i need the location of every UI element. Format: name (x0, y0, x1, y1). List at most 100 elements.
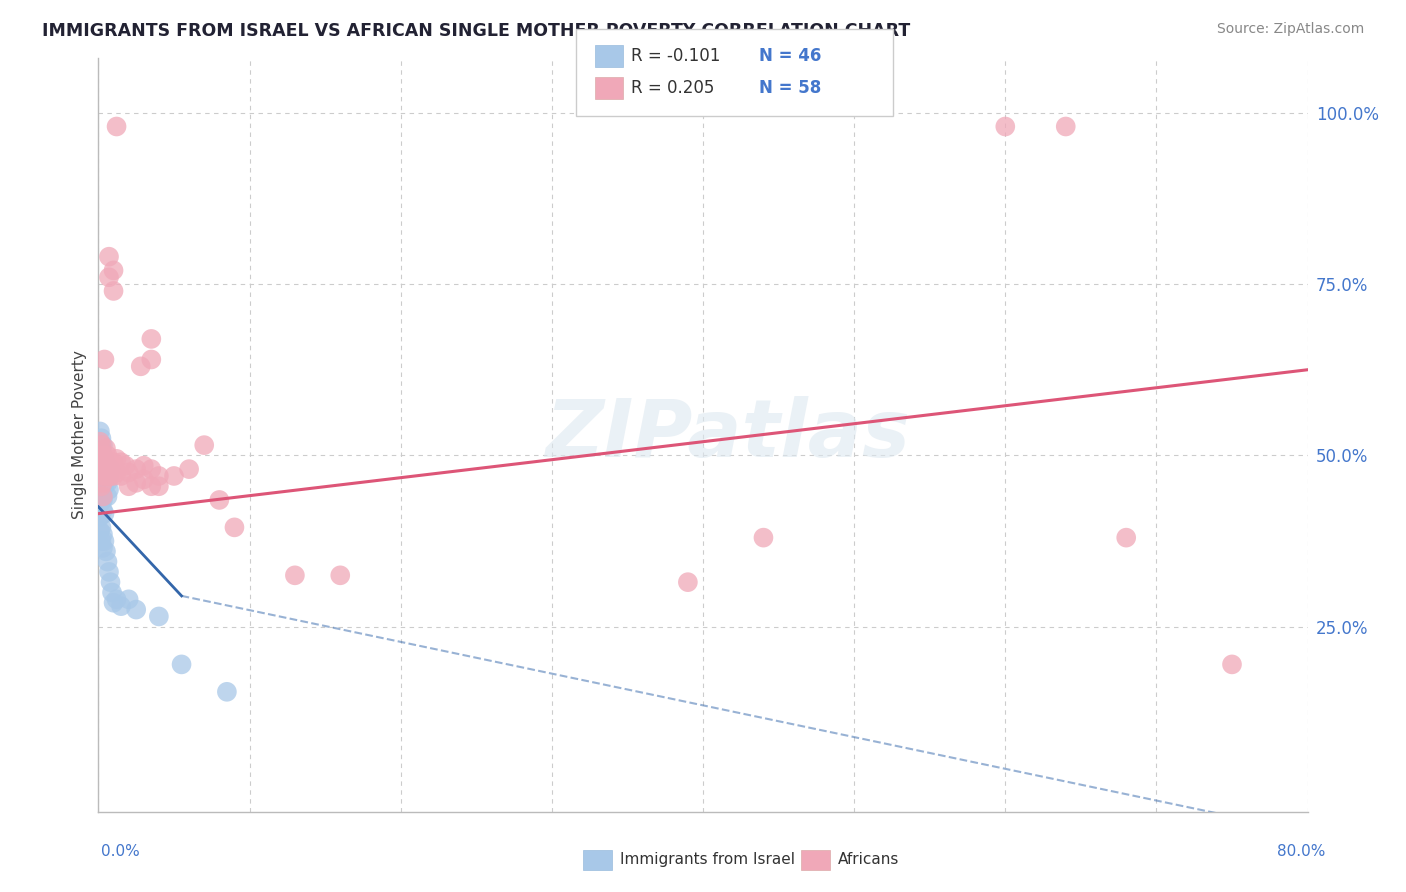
Point (93, 455, 115, 469)
Point (91, 462, 114, 476)
Point (91, 503, 114, 517)
Text: Africans: Africans (838, 853, 900, 867)
Text: R = -0.101: R = -0.101 (631, 47, 721, 65)
Point (93, 507, 115, 521)
Point (98, 270, 121, 285)
Point (118, 592, 141, 607)
Point (752, 531, 775, 545)
Point (96, 475, 118, 490)
Point (91, 475, 114, 490)
Point (89, 496, 111, 510)
Text: N = 58: N = 58 (759, 79, 821, 97)
Point (98, 565, 121, 579)
Point (141, 479, 163, 493)
Point (100, 462, 122, 476)
Point (93, 469, 115, 483)
Point (118, 479, 141, 493)
Point (96, 449, 118, 463)
Point (90, 479, 112, 493)
Point (163, 469, 186, 483)
Point (215, 685, 238, 699)
Point (105, 466, 128, 480)
Text: Source: ZipAtlas.com: Source: ZipAtlas.com (1216, 22, 1364, 37)
Point (93, 466, 115, 480)
Point (129, 359, 152, 374)
Point (94, 458, 117, 473)
Point (90, 520, 112, 534)
Point (89, 425, 111, 439)
Point (91, 492, 114, 507)
Point (103, 596, 125, 610)
Point (94, 472, 117, 486)
Point (91, 438, 114, 452)
Point (103, 263, 125, 277)
Point (91, 451, 114, 466)
Point (90, 490, 112, 504)
Point (89, 449, 111, 463)
Point (89, 449, 111, 463)
Point (110, 455, 132, 469)
Point (90, 458, 112, 473)
Point (91, 466, 114, 480)
Point (100, 469, 122, 483)
Point (96, 555, 118, 569)
Point (90, 445, 112, 459)
Point (132, 472, 155, 486)
Point (224, 520, 246, 534)
Point (101, 462, 124, 476)
Point (177, 462, 201, 476)
Point (125, 475, 148, 490)
Point (98, 469, 121, 483)
Point (98, 469, 121, 483)
Point (91, 449, 114, 463)
Point (1220, 657, 1243, 672)
Point (110, 599, 132, 614)
Point (90, 534, 112, 549)
Point (93, 451, 115, 466)
Point (96, 490, 118, 504)
Point (93, 352, 115, 367)
Point (148, 609, 170, 624)
Point (91, 479, 114, 493)
Point (91, 541, 114, 555)
Point (141, 352, 163, 367)
Point (93, 479, 115, 493)
Point (114, 458, 136, 473)
Point (93, 534, 115, 549)
Point (98, 250, 121, 264)
Point (141, 462, 163, 476)
Point (90, 431, 112, 445)
Point (105, 592, 128, 607)
Text: 80.0%: 80.0% (1278, 845, 1326, 859)
Point (284, 568, 307, 582)
Point (100, 575, 122, 590)
Point (89, 434, 111, 449)
Point (90, 451, 112, 466)
Point (94, 442, 117, 456)
Text: 0.0%: 0.0% (101, 845, 141, 859)
Point (89, 524, 111, 538)
Point (103, 469, 125, 483)
Point (1115, 531, 1137, 545)
Point (193, 438, 215, 452)
Point (101, 585, 124, 599)
Text: ZIPatlas: ZIPatlas (544, 396, 910, 474)
Text: R = 0.205: R = 0.205 (631, 79, 714, 97)
Point (100, 455, 122, 469)
Point (170, 657, 193, 672)
Point (98, 455, 121, 469)
Point (132, 458, 155, 473)
Point (125, 602, 148, 616)
Point (94, 455, 117, 469)
Point (110, 469, 132, 483)
Point (118, 466, 141, 480)
Point (329, 568, 352, 582)
Point (94, 544, 117, 558)
Point (91, 490, 114, 504)
Point (994, 120, 1017, 134)
Point (676, 575, 699, 590)
Point (89, 438, 111, 452)
Point (148, 469, 170, 483)
Point (141, 332, 163, 346)
Point (96, 462, 118, 476)
